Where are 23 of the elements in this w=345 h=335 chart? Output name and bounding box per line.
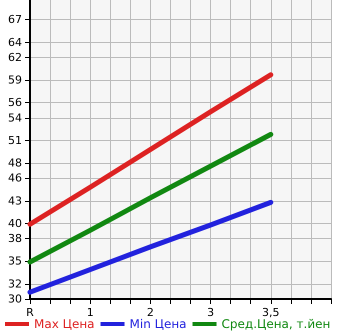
y-tick-label: 46 (8, 172, 22, 185)
y-tick-label: 48 (8, 156, 22, 170)
y-tick-label: 51 (8, 134, 22, 147)
x-tick-label: R (26, 306, 34, 319)
y-tick-label: 40 (8, 216, 22, 230)
legend-label: Max Цена (34, 317, 95, 331)
y-tick-label: 56 (8, 96, 22, 110)
x-tick-label: 1 (86, 306, 94, 319)
y-tick-label: 43 (8, 194, 22, 208)
x-tick-label: 3 (207, 306, 214, 319)
y-tick-label: 62 (8, 50, 22, 64)
x-tick-label: 3,5 (262, 306, 280, 319)
y-tick-label: 35 (8, 254, 22, 268)
y-tick-label: 32 (8, 277, 22, 290)
y-tick-label: 64 (8, 36, 22, 49)
y-tick-label: 54 (8, 111, 22, 124)
y-tick-label: 38 (8, 232, 22, 246)
y-tick-label: 59 (8, 74, 22, 87)
legend-label: Min Цена (130, 317, 187, 331)
x-tick-label: 2 (146, 306, 154, 319)
legend-label: Сред.Цена, т.йен (222, 317, 330, 331)
y-tick-label: 30 (8, 292, 22, 306)
y-tick-label: 67 (8, 13, 22, 26)
